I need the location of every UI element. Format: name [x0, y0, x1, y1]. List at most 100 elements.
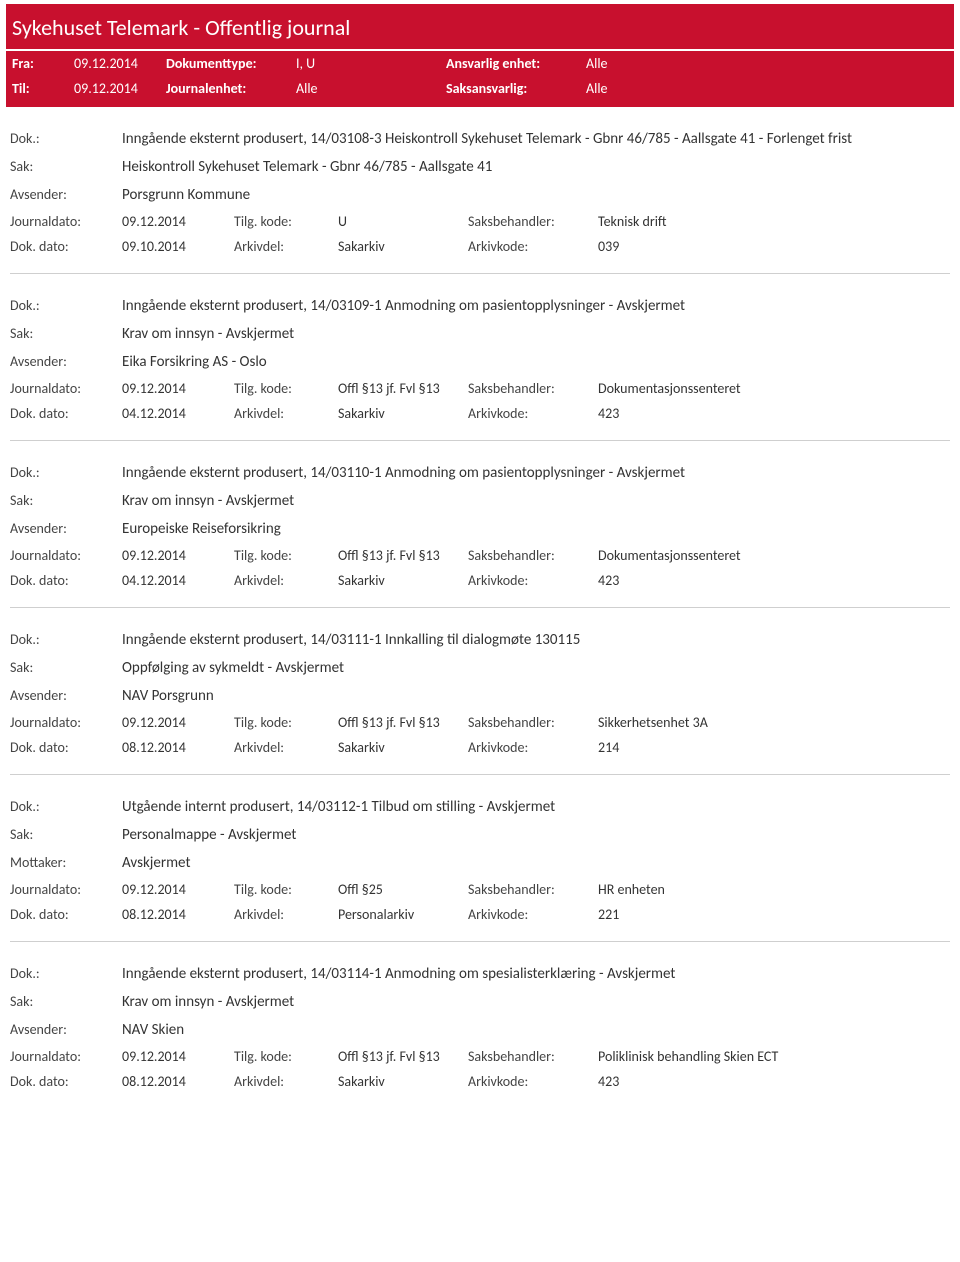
tilgkode-label: Tilg. kode: [234, 714, 338, 731]
journaldato-label: Journaldato: [10, 714, 122, 731]
journaldato-label: Journaldato: [10, 547, 122, 564]
arkivkode-label: Arkivkode: [468, 739, 598, 756]
sak-label: Sak: [10, 659, 122, 676]
sak-label: Sak: [10, 826, 122, 843]
sak-value: Krav om innsyn - Avskjermet [122, 993, 950, 1011]
filter-journalenhet-label: Journalenhet: [166, 80, 296, 97]
journaldato-label: Journaldato: [10, 881, 122, 898]
tilgkode-label: Tilg. kode: [234, 881, 338, 898]
dokdato-value: 08.12.2014 [122, 906, 234, 923]
journaldato-label: Journaldato: [10, 1048, 122, 1065]
arkivdel-value: Sakarkiv [338, 739, 468, 756]
arkivdel-value: Sakarkiv [338, 1073, 468, 1090]
saksbehandler-value: HR enheten [598, 881, 950, 898]
arkivkode-label: Arkivkode: [468, 906, 598, 923]
dok-label: Dok.: [10, 798, 122, 815]
tilgkode-value: Offl §13 jf. Fvl §13 [338, 547, 468, 564]
arkivkode-value: 423 [598, 405, 950, 422]
dokdato-label: Dok. dato: [10, 739, 122, 756]
party-value: NAV Skien [122, 1021, 950, 1039]
journaldato-label: Journaldato: [10, 213, 122, 230]
dokdato-label: Dok. dato: [10, 572, 122, 589]
arkivdel-label: Arkivdel: [234, 572, 338, 589]
arkivkode-value: 221 [598, 906, 950, 923]
saksbehandler-label: Saksbehandler: [468, 380, 598, 397]
dok-label: Dok.: [10, 965, 122, 982]
filter-til-value: 09.12.2014 [74, 80, 166, 97]
journal-entry: Dok.:Utgående internt produsert, 14/0311… [10, 775, 950, 942]
sak-value: Krav om innsyn - Avskjermet [122, 492, 950, 510]
filter-til-label: Til: [12, 80, 74, 97]
arkivkode-value: 039 [598, 238, 950, 255]
tilgkode-label: Tilg. kode: [234, 380, 338, 397]
journaldato-value: 09.12.2014 [122, 714, 234, 731]
entries-container: Dok.:Inngående eksternt produsert, 14/03… [6, 107, 954, 1108]
saksbehandler-value: Poliklinisk behandling Skien ECT [598, 1048, 950, 1065]
header-bar: Sykehuset Telemark - Offentlig journal [6, 4, 954, 49]
saksbehandler-value: Teknisk drift [598, 213, 950, 230]
filter-saksansvarlig-value: Alle [586, 80, 706, 97]
journaldato-value: 09.12.2014 [122, 1048, 234, 1065]
filter-doktype-label: Dokumenttype: [166, 55, 296, 72]
saksbehandler-value: Sikkerhetsenhet 3A [598, 714, 950, 731]
arkivdel-label: Arkivdel: [234, 1073, 338, 1090]
dokdato-value: 08.12.2014 [122, 739, 234, 756]
arkivkode-label: Arkivkode: [468, 572, 598, 589]
dokdato-value: 09.10.2014 [122, 238, 234, 255]
arkivkode-label: Arkivkode: [468, 238, 598, 255]
party-label: Mottaker: [10, 854, 122, 871]
tilgkode-value: Offl §25 [338, 881, 468, 898]
dokdato-label: Dok. dato: [10, 1073, 122, 1090]
dokdato-value: 04.12.2014 [122, 572, 234, 589]
filter-bar: Fra: 09.12.2014 Dokumenttype: I, U Ansva… [6, 51, 954, 107]
dokdato-label: Dok. dato: [10, 906, 122, 923]
filter-doktype-value: I, U [296, 55, 446, 72]
filter-ansvarlig-value: Alle [586, 55, 706, 72]
sak-value: Krav om innsyn - Avskjermet [122, 325, 950, 343]
party-label: Avsender: [10, 186, 122, 203]
dok-label: Dok.: [10, 464, 122, 481]
tilgkode-label: Tilg. kode: [234, 213, 338, 230]
page-title: Sykehuset Telemark - Offentlig journal [12, 14, 948, 41]
party-label: Avsender: [10, 687, 122, 704]
dok-value: Inngående eksternt produsert, 14/03110-1… [122, 464, 950, 482]
journaldato-value: 09.12.2014 [122, 213, 234, 230]
saksbehandler-label: Saksbehandler: [468, 881, 598, 898]
dok-value: Inngående eksternt produsert, 14/03114-1… [122, 965, 950, 983]
tilgkode-label: Tilg. kode: [234, 1048, 338, 1065]
dok-value: Utgående internt produsert, 14/03112-1 T… [122, 798, 950, 816]
saksbehandler-label: Saksbehandler: [468, 213, 598, 230]
dokdato-label: Dok. dato: [10, 238, 122, 255]
filter-saksansvarlig-label: Saksansvarlig: [446, 80, 586, 97]
sak-label: Sak: [10, 993, 122, 1010]
arkivdel-value: Sakarkiv [338, 405, 468, 422]
arkivdel-label: Arkivdel: [234, 906, 338, 923]
sak-value: Heiskontroll Sykehuset Telemark - Gbnr 4… [122, 158, 950, 176]
saksbehandler-label: Saksbehandler: [468, 1048, 598, 1065]
party-value: NAV Porsgrunn [122, 687, 950, 705]
party-label: Avsender: [10, 520, 122, 537]
journal-entry: Dok.:Inngående eksternt produsert, 14/03… [10, 608, 950, 775]
arkivdel-value: Personalarkiv [338, 906, 468, 923]
saksbehandler-label: Saksbehandler: [468, 547, 598, 564]
tilgkode-value: U [338, 213, 468, 230]
arkivdel-label: Arkivdel: [234, 238, 338, 255]
saksbehandler-value: Dokumentasjonssenteret [598, 380, 950, 397]
party-label: Avsender: [10, 353, 122, 370]
arkivkode-value: 423 [598, 1073, 950, 1090]
arkivkode-label: Arkivkode: [468, 405, 598, 422]
arkivdel-value: Sakarkiv [338, 238, 468, 255]
dokdato-label: Dok. dato: [10, 405, 122, 422]
filter-journalenhet-value: Alle [296, 80, 446, 97]
saksbehandler-value: Dokumentasjonssenteret [598, 547, 950, 564]
filter-fra-value: 09.12.2014 [74, 55, 166, 72]
sak-value: Oppfølging av sykmeldt - Avskjermet [122, 659, 950, 677]
journal-entry: Dok.:Inngående eksternt produsert, 14/03… [10, 107, 950, 274]
filter-fra-label: Fra: [12, 55, 74, 72]
dok-label: Dok.: [10, 130, 122, 147]
dok-label: Dok.: [10, 631, 122, 648]
journal-entry: Dok.:Inngående eksternt produsert, 14/03… [10, 441, 950, 608]
journal-entry: Dok.:Inngående eksternt produsert, 14/03… [10, 274, 950, 441]
party-label: Avsender: [10, 1021, 122, 1038]
party-value: Eika Forsikring AS - Oslo [122, 353, 950, 371]
